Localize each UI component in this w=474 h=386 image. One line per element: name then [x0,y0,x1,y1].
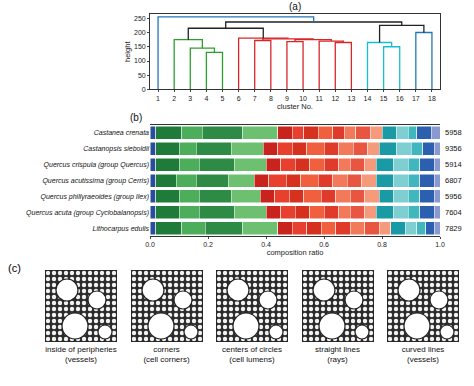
svg-text:Quercus phillyraeoides (group: Quercus phillyraeoides (group Ilex) [40,193,149,201]
svg-text:Quercus acutissima (group Cerr: Quercus acutissima (group Cerris) [42,177,149,185]
svg-text:10: 10 [299,95,307,102]
svg-text:16: 16 [396,95,404,102]
svg-text:14: 14 [364,95,372,102]
html-text:corners: corners [153,345,180,354]
html-text:(cell lumens): (cell lumens) [229,355,275,364]
svg-text:Quercus acuta (group Cyclobala: Quercus acuta (group Cyclobalanopsis) [26,209,149,217]
svg-text:Lithocarpus edulis: Lithocarpus edulis [93,225,150,233]
svg-text:cluster No.: cluster No. [277,102,313,111]
html-text:centers of circles: centers of circles [222,345,282,354]
svg-text:Quercus crispula (group Quercu: Quercus crispula (group Quercus) [44,161,149,169]
svg-text:Castanopsis sieboldii: Castanopsis sieboldii [83,145,149,153]
svg-text:3: 3 [188,95,192,102]
svg-text:5: 5 [221,95,225,102]
html-text:(vessels): (vessels) [65,355,97,364]
html-text:(cell corners): (cell corners) [143,355,190,364]
svg-text:12: 12 [331,95,339,102]
svg-text:2: 2 [172,95,176,102]
svg-text:5956: 5956 [445,192,462,201]
svg-text:9: 9 [285,95,289,102]
svg-text:150: 150 [134,43,146,50]
html-text:(rays): (rays) [327,355,348,364]
svg-text:7: 7 [253,95,257,102]
svg-text:Castanea crenata: Castanea crenata [94,129,149,136]
svg-text:8: 8 [269,95,273,102]
svg-text:4: 4 [204,95,208,102]
svg-text:18: 18 [428,95,436,102]
svg-text:100: 100 [134,57,146,64]
svg-text:0.6: 0.6 [319,241,329,248]
html-text:straight lines: straight lines [315,345,360,354]
svg-text:0.4: 0.4 [261,241,271,248]
svg-text:200: 200 [134,29,146,36]
svg-text:height: height [123,41,132,62]
html-text:(vessels): (vessels) [407,355,439,364]
svg-text:(a): (a) [289,1,301,12]
svg-text:0: 0 [142,86,146,93]
svg-text:250: 250 [134,15,146,22]
svg-text:9356: 9356 [445,144,462,153]
svg-text:0.8: 0.8 [377,241,387,248]
svg-text:6807: 6807 [445,176,462,185]
svg-text:1.0: 1.0 [435,241,445,248]
svg-text:5914: 5914 [445,160,462,169]
svg-text:1: 1 [156,95,160,102]
svg-text:7604: 7604 [445,208,462,217]
html-text:curved lines: curved lines [401,345,445,354]
svg-text:0.0: 0.0 [145,241,155,248]
svg-text:6: 6 [237,95,241,102]
html-text:inside of peripheries: inside of peripheries [45,345,117,354]
svg-text:17: 17 [412,95,420,102]
svg-text:7829: 7829 [445,224,462,233]
svg-text:(b): (b) [130,112,142,123]
svg-text:composition ratio: composition ratio [267,248,324,257]
svg-text:15: 15 [380,95,388,102]
svg-text:5958: 5958 [445,128,462,137]
svg-text:13: 13 [347,95,355,102]
svg-text:0.2: 0.2 [203,241,213,248]
svg-text:50: 50 [138,72,146,79]
html-text:(c): (c) [8,262,21,274]
svg-text:11: 11 [316,95,323,102]
